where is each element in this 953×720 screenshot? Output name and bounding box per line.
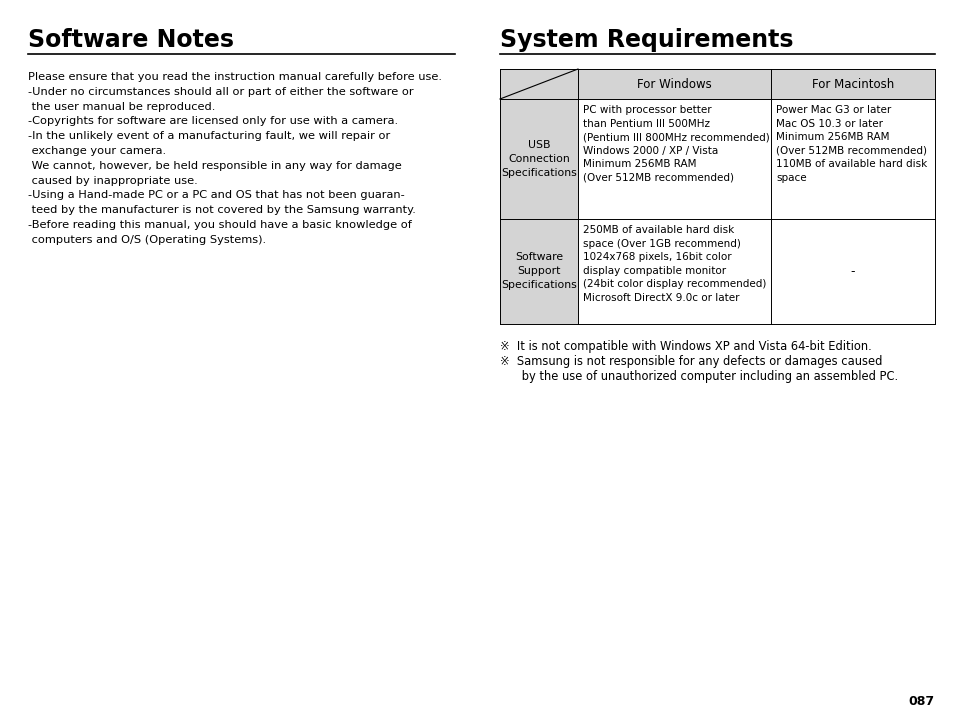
Text: caused by inappropriate use.: caused by inappropriate use.	[28, 176, 197, 186]
Bar	[499, 219, 578, 324]
Text: ※  Samsung is not responsible for any defects or damages caused: ※ Samsung is not responsible for any def…	[499, 355, 882, 368]
Text: PC with processor better
than Pentium III 500MHz
(Pentium III 800MHz recommended: PC with processor better than Pentium II…	[582, 105, 769, 183]
Text: -Before reading this manual, you should have a basic knowledge of: -Before reading this manual, you should …	[28, 220, 412, 230]
Text: -: -	[850, 265, 854, 278]
Bar	[499, 99, 578, 219]
Text: exchange your camera.: exchange your camera.	[28, 146, 166, 156]
Text: -Copyrights for software are licensed only for use with a camera.: -Copyrights for software are licensed on…	[28, 117, 397, 127]
Bar	[578, 99, 934, 219]
Text: We cannot, however, be held responsible in any way for damage: We cannot, however, be held responsible …	[28, 161, 401, 171]
Text: Power Mac G3 or later
Mac OS 10.3 or later
Minimum 256MB RAM
(Over 512MB recomme: Power Mac G3 or later Mac OS 10.3 or lat…	[775, 105, 926, 183]
Text: ※  It is not compatible with Windows XP and Vista 64-bit Edition.: ※ It is not compatible with Windows XP a…	[499, 340, 871, 353]
Text: Software
Support
Specifications: Software Support Specifications	[500, 253, 577, 290]
Text: -Using a Hand-made PC or a PC and OS that has not been guaran-: -Using a Hand-made PC or a PC and OS tha…	[28, 190, 404, 200]
Text: by the use of unauthorized computer including an assembled PC.: by the use of unauthorized computer incl…	[499, 370, 897, 383]
Text: -Under no circumstances should all or part of either the software or: -Under no circumstances should all or pa…	[28, 87, 414, 96]
Text: For Windows: For Windows	[637, 78, 711, 91]
Text: 087: 087	[908, 695, 934, 708]
Bar	[578, 219, 934, 324]
Text: the user manual be reproduced.: the user manual be reproduced.	[28, 102, 215, 112]
Bar	[499, 69, 934, 99]
Text: 250MB of available hard disk
space (Over 1GB recommend)
1024x768 pixels, 16bit c: 250MB of available hard disk space (Over…	[582, 225, 765, 303]
Text: -In the unlikely event of a manufacturing fault, we will repair or: -In the unlikely event of a manufacturin…	[28, 131, 390, 141]
Text: USB
Connection
Specifications: USB Connection Specifications	[500, 140, 577, 178]
Text: Please ensure that you read the instruction manual carefully before use.: Please ensure that you read the instruct…	[28, 72, 441, 82]
Text: computers and O/S (Operating Systems).: computers and O/S (Operating Systems).	[28, 235, 266, 245]
Text: Software Notes: Software Notes	[28, 28, 233, 52]
Text: teed by the manufacturer is not covered by the Samsung warranty.: teed by the manufacturer is not covered …	[28, 205, 416, 215]
Text: For Macintosh: For Macintosh	[811, 78, 893, 91]
Text: System Requirements: System Requirements	[499, 28, 793, 52]
